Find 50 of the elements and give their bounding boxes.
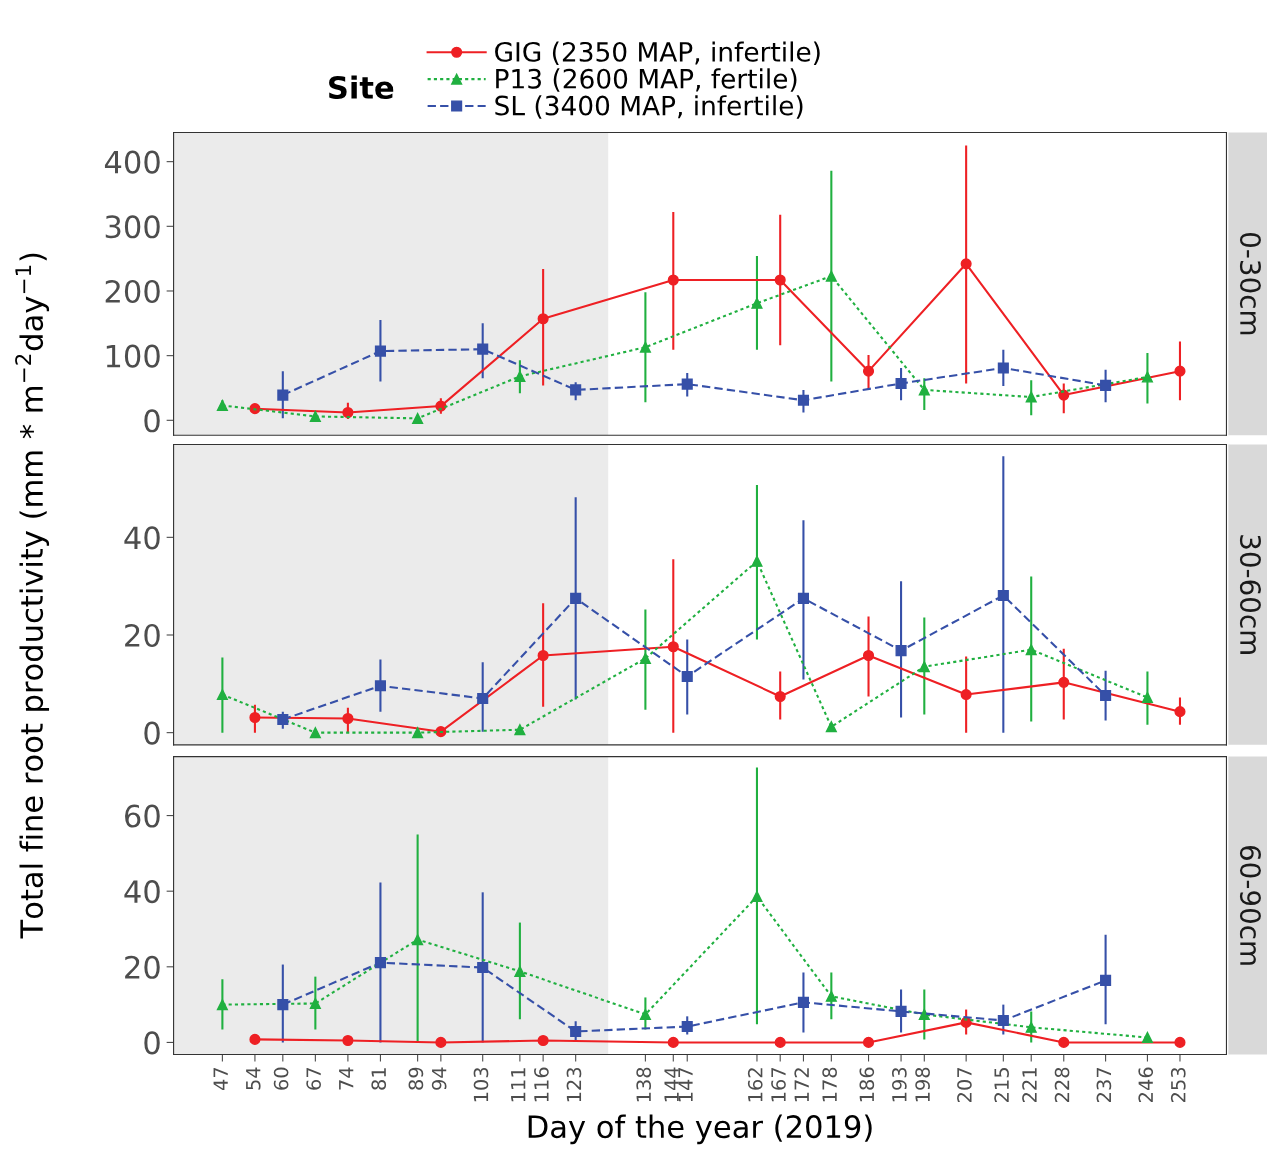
y-tick-label: 400 bbox=[104, 150, 160, 174]
x-tick-label: 228 bbox=[1054, 1067, 1070, 1103]
x-tick-label: 237 bbox=[1096, 1068, 1112, 1103]
x-tick-label: 215 bbox=[994, 1068, 1009, 1103]
text: 30-60cm bbox=[1239, 535, 1261, 654]
x-tick-label: 47 bbox=[213, 1067, 228, 1091]
y-tick-label: 60 bbox=[125, 804, 160, 828]
x-tick-label: 246 bbox=[1138, 1067, 1154, 1103]
legend-label: P13 (2600 MAP, fertile) bbox=[496, 68, 797, 92]
x-tick-label: 138 bbox=[636, 1067, 652, 1102]
x-tick-label: 167 bbox=[771, 1068, 786, 1102]
x-tick-label: 74 bbox=[339, 1067, 354, 1090]
y-tick-label: 0 bbox=[144, 409, 160, 433]
legend-label: GIG (2350 MAP, infertile) bbox=[495, 41, 820, 65]
y-axis-title: Total fine root productivity (mm * m$^{−2}$day$^{−1}$) bbox=[15, 253, 50, 939]
x-tick-label: 60 bbox=[273, 1067, 289, 1090]
x-tick-label: 144 bbox=[664, 1067, 679, 1102]
y-tick-label: 200 bbox=[105, 279, 160, 304]
x-tick-label: 186 bbox=[859, 1067, 875, 1102]
x-tick-label: 207 bbox=[957, 1068, 972, 1103]
x-tick-label: 123 bbox=[566, 1067, 582, 1102]
x-tick-label: 253 bbox=[1170, 1067, 1186, 1103]
y-tick-label: 20 bbox=[125, 623, 160, 648]
x-tick-label: 67 bbox=[306, 1067, 321, 1090]
x-tick-label: 221 bbox=[1022, 1068, 1037, 1103]
y-tick-label: 100 bbox=[106, 344, 160, 368]
y-tick-label: 40 bbox=[124, 880, 160, 904]
x-tick-label: 147 bbox=[678, 1068, 693, 1102]
y-tick-label: 40 bbox=[124, 526, 160, 550]
text: 0-30cm bbox=[1239, 233, 1261, 335]
text: 60-90cm bbox=[1239, 845, 1261, 965]
legend-label: SL (3400 MAP, infertile) bbox=[495, 95, 803, 119]
y-tick-label: 300 bbox=[105, 215, 160, 239]
x-tick-label: 172 bbox=[794, 1068, 809, 1102]
y-tick-label: 0 bbox=[144, 1031, 160, 1055]
x-tick-label: 198 bbox=[915, 1067, 930, 1102]
x-tick-label: 94 bbox=[431, 1067, 447, 1090]
x-tick-label: 193 bbox=[892, 1067, 907, 1102]
x-tick-label: 103 bbox=[473, 1067, 489, 1102]
x-tick-label: 162 bbox=[747, 1068, 763, 1102]
x-tick-label: 116 bbox=[534, 1067, 549, 1102]
x-tick-label: 89 bbox=[408, 1067, 424, 1090]
x-tick-label: 81 bbox=[371, 1068, 387, 1090]
x-tick-label: 54 bbox=[246, 1067, 261, 1090]
legend-title: Site bbox=[329, 75, 394, 100]
x-axis-title: Day of the year (2019) bbox=[528, 1114, 872, 1145]
x-tick-label: 111 bbox=[511, 1068, 526, 1102]
x-tick-label: 178 bbox=[822, 1067, 837, 1102]
y-tick-label: 20 bbox=[125, 955, 160, 979]
y-tick-label: 0 bbox=[144, 721, 160, 745]
